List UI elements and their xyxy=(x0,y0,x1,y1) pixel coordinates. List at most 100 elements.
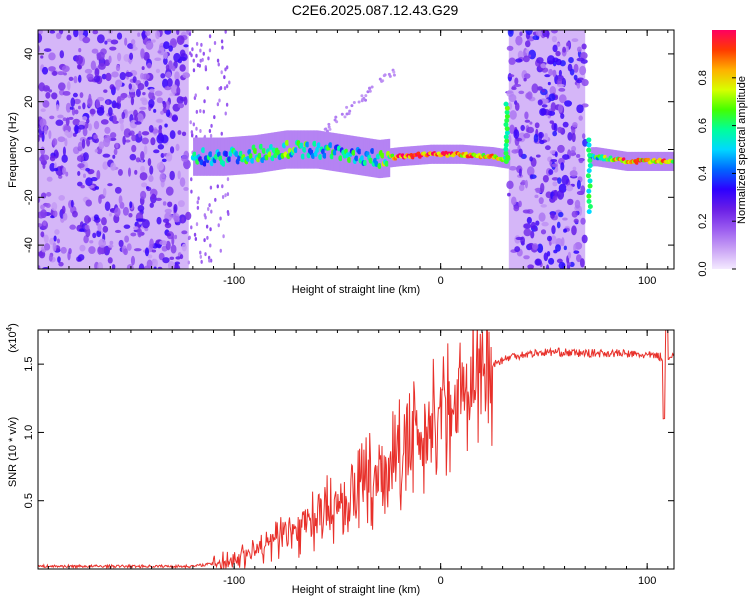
ridge-mark xyxy=(504,105,510,111)
noise-blob xyxy=(508,57,516,65)
noise-blob xyxy=(109,84,115,91)
noise-blob xyxy=(64,138,68,147)
noise-blob xyxy=(155,68,161,74)
noise-blob xyxy=(224,111,227,116)
noise-blob xyxy=(576,82,581,89)
colorbar-tick-label: 0.4 xyxy=(697,166,709,181)
ridge-halo xyxy=(246,135,249,175)
noise-blob xyxy=(348,109,352,113)
noise-blob xyxy=(88,93,92,103)
noise-blob xyxy=(523,73,531,79)
noise-blob xyxy=(45,203,51,209)
ridge-mark xyxy=(585,173,591,179)
noise-blob xyxy=(204,215,207,220)
noise-blob xyxy=(226,192,230,197)
ridge-mark xyxy=(503,101,509,107)
ridge-mark xyxy=(238,150,243,157)
noise-blob xyxy=(224,30,227,34)
ridge-halo xyxy=(223,137,226,176)
noise-blob xyxy=(556,189,565,200)
noise-blob xyxy=(129,201,133,209)
noise-blob xyxy=(48,130,52,140)
noise-blob xyxy=(546,55,555,65)
noise-blob xyxy=(523,132,531,139)
noise-blob xyxy=(85,167,91,172)
noise-blob xyxy=(149,202,154,208)
noise-blob xyxy=(143,145,148,155)
noise-blob xyxy=(569,170,578,177)
noise-blob xyxy=(118,95,125,101)
noise-blob xyxy=(506,180,514,190)
noise-blob xyxy=(38,196,41,203)
noise-blob xyxy=(174,71,180,81)
ridge-mark xyxy=(634,160,640,165)
noise-blob xyxy=(221,184,224,189)
noise-blob xyxy=(523,223,532,229)
noise-blob xyxy=(129,130,135,136)
spectrogram-panel: -100 0 100 -40 -20 0 20 40 Height of straight … xyxy=(7,29,675,296)
noise-blob xyxy=(536,86,543,91)
noise-blob xyxy=(554,151,558,158)
noise-blob xyxy=(162,218,170,223)
noise-blob xyxy=(156,216,162,225)
noise-blob xyxy=(334,115,338,119)
noise-blob xyxy=(576,46,582,53)
ridge-mark xyxy=(208,151,213,158)
noise-blob xyxy=(80,184,85,189)
noise-blob xyxy=(207,255,211,260)
ridge-mark xyxy=(370,147,375,154)
ridge-mark xyxy=(377,162,382,169)
noise-blob xyxy=(562,46,567,53)
noise-blob xyxy=(529,121,533,125)
ridge-mark xyxy=(503,134,509,140)
noise-blob xyxy=(388,74,392,78)
noise-blob xyxy=(225,65,229,70)
noise-blob xyxy=(119,71,126,81)
noise-blob xyxy=(123,248,128,256)
noise-blob xyxy=(382,74,386,78)
noise-blob xyxy=(548,169,554,175)
noise-blob xyxy=(578,158,584,164)
noise-blob xyxy=(518,184,525,192)
noise-blob xyxy=(208,203,211,208)
noise-blob xyxy=(536,57,544,64)
noise-blob xyxy=(62,117,67,122)
noise-blob xyxy=(46,176,53,182)
noise-blob xyxy=(507,192,511,197)
ridge-halo xyxy=(203,137,206,176)
noise-blob xyxy=(48,254,53,262)
noise-blob xyxy=(90,60,97,71)
noise-blob xyxy=(199,58,202,63)
noise-blob xyxy=(571,210,578,218)
noise-blob xyxy=(164,208,172,214)
noise-blob xyxy=(544,74,551,78)
ridge-halo xyxy=(326,131,329,171)
noise-blob xyxy=(93,75,101,83)
noise-blob xyxy=(141,137,149,145)
noise-blob xyxy=(160,73,166,79)
noise-blob xyxy=(564,100,573,107)
noise-blob xyxy=(160,110,164,115)
noise-blob xyxy=(219,85,223,90)
noise-blob xyxy=(185,211,192,221)
ridge-mark xyxy=(586,137,592,143)
ridge-mark xyxy=(503,150,509,156)
noise-blob xyxy=(576,179,581,190)
noise-blob xyxy=(534,194,539,199)
noise-blob xyxy=(140,72,145,80)
noise-blob xyxy=(49,115,55,120)
noise-blob xyxy=(553,189,559,198)
noise-blob xyxy=(576,104,584,114)
ridge-halo xyxy=(379,139,382,179)
ridge-halo xyxy=(201,137,204,176)
ridge-halo xyxy=(300,130,303,169)
noise-blob xyxy=(209,258,213,263)
ridge-mark xyxy=(586,142,592,148)
ridge-mark xyxy=(586,188,592,194)
noise-blob xyxy=(170,84,179,95)
ridge-mark xyxy=(328,142,333,149)
noise-blob xyxy=(204,67,208,72)
noise-blob xyxy=(213,41,217,46)
noise-blob xyxy=(192,122,195,127)
ridge-mark xyxy=(586,168,592,174)
